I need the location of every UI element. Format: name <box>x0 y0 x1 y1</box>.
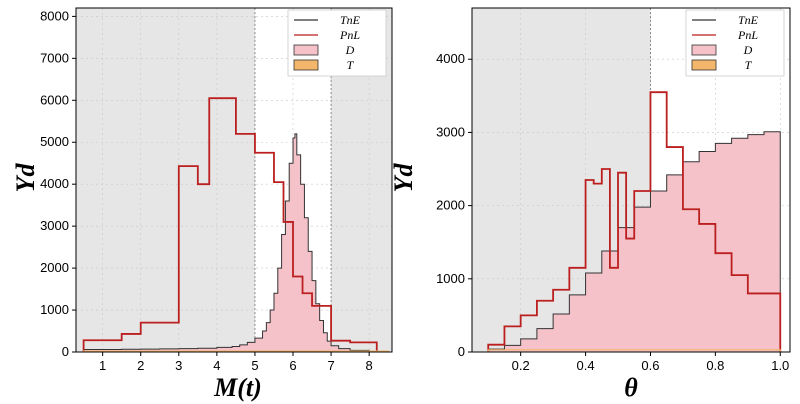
left-y-tick-label: 1000 <box>40 302 69 317</box>
right-y-tick-label: 3000 <box>436 124 465 139</box>
right-chart: 0 1000 2000 3000 4000 0.2 0.4 0.6 0.8 1.0 Yd θ Tn… <box>389 7 791 402</box>
right-x-tick-label: 0.8 <box>706 358 724 373</box>
right-legend: TnE PnL D T <box>685 9 785 77</box>
left-legend-tne-label: TnE <box>340 13 361 27</box>
right-legend-t-label: T <box>745 58 753 72</box>
left-legend-d-label: D <box>345 43 355 57</box>
left-tne-series <box>83 133 389 352</box>
left-pnl-series <box>82 97 378 352</box>
right-pnl-series <box>487 91 782 352</box>
left-y-tick-label: 5000 <box>40 134 69 149</box>
right-x-axis-label: θ <box>624 373 638 402</box>
left-shaded-region <box>76 8 255 352</box>
right-tne-fill <box>488 131 781 352</box>
right-legend-t-swatch <box>691 59 717 71</box>
left-x-tick-label: 7 <box>327 358 334 373</box>
left-legend-t-swatch <box>293 59 319 71</box>
left-y-axis-label: Yd <box>11 163 40 193</box>
left-legend: TnE PnL D T <box>287 9 387 77</box>
left-x-tick-label: 6 <box>289 358 296 373</box>
right-y-axis-label: Yd <box>389 163 418 193</box>
left-axes-frame <box>75 7 393 353</box>
left-x-tick-label: 1 <box>99 358 106 373</box>
left-x-tick-label: 2 <box>137 358 144 373</box>
right-legend-tne-label: TnE <box>738 13 759 27</box>
right-y-tick-label: 2000 <box>436 198 465 213</box>
left-y-tick-label: 4000 <box>40 176 69 191</box>
left-chart: 0 1000 2000 3000 4000 5000 6000 7000 8000 1 2 3 4 5 6 7… <box>11 7 393 402</box>
left-legend-pnl-label: PnL <box>339 28 360 42</box>
right-plot-area: 0 1000 2000 3000 4000 0.2 0.4 0.6 0.8 1.0 <box>436 7 791 373</box>
left-x-tick-label: 4 <box>213 358 220 373</box>
left-y-tick-label: 2000 <box>40 260 69 275</box>
right-x-tick-label: 0.4 <box>577 358 595 373</box>
right-y-tick-label: 4000 <box>436 51 465 66</box>
right-x-tick-label: 0.6 <box>641 358 659 373</box>
left-x-tick-label: 8 <box>366 358 373 373</box>
left-legend-d-swatch <box>293 44 319 56</box>
left-x-tick-label: 5 <box>251 358 258 373</box>
right-x-tick-label: 1.0 <box>771 358 789 373</box>
right-x-tick-label: 0.2 <box>512 358 530 373</box>
right-t-series <box>487 349 781 352</box>
right-y-tick-label: 0 <box>458 344 465 359</box>
right-axes-frame <box>471 7 791 353</box>
left-x-tick-label: 3 <box>175 358 182 373</box>
right-legend-d-label: D <box>743 43 753 57</box>
right-legend-d-swatch <box>691 44 717 56</box>
left-y-tick-label: 3000 <box>40 218 69 233</box>
left-legend-t-label: T <box>347 58 355 72</box>
left-y-tick-label: 7000 <box>40 50 69 65</box>
left-y-tick-label: 8000 <box>40 8 69 23</box>
left-y-tick-label: 6000 <box>40 92 69 107</box>
right-y-tick-label: 1000 <box>436 271 465 286</box>
left-x-axis-label: M(t) <box>213 373 262 402</box>
right-legend-pnl-label: PnL <box>737 28 758 42</box>
left-y-tick-label: 0 <box>62 344 69 359</box>
